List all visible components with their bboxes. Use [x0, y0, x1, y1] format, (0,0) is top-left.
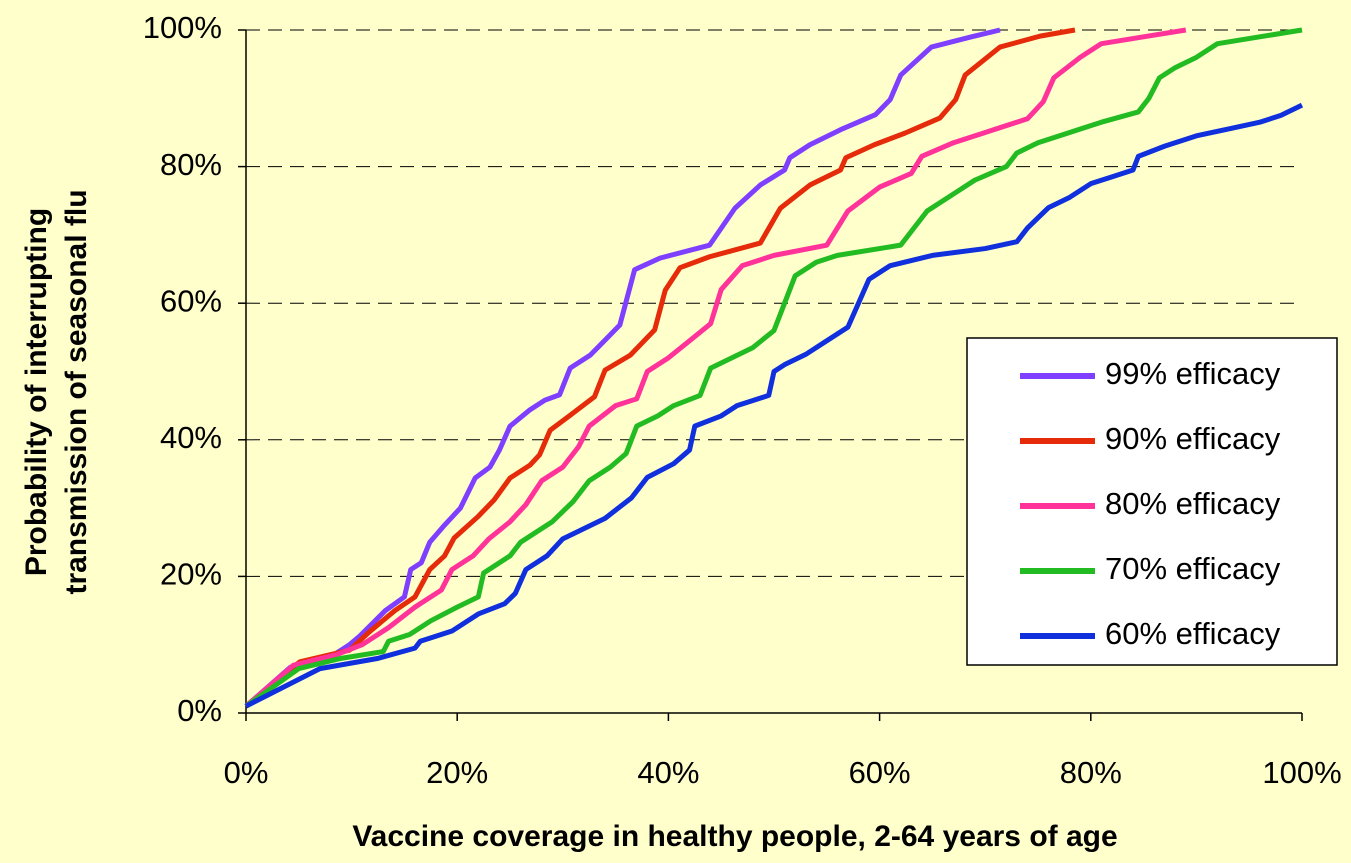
series-line — [244, 27, 1001, 709]
x-tick-label: 100% — [1262, 755, 1341, 790]
series-line — [244, 102, 1304, 709]
series-line — [244, 27, 1187, 709]
legend-label: 90% efficacy — [1105, 421, 1281, 456]
y-tick-label: 40% — [160, 420, 222, 455]
x-tick-label: 0% — [224, 755, 269, 790]
x-axis-title: Vaccine coverage in healthy people, 2-64… — [352, 820, 1117, 853]
series-line — [244, 27, 1303, 709]
y-tick-label: 100% — [143, 10, 222, 45]
legend-label: 80% efficacy — [1105, 486, 1281, 521]
y-tick-label: 20% — [160, 557, 222, 592]
x-tick-label: 60% — [849, 755, 911, 790]
y-axis-title: Probability of interrupting — [20, 208, 53, 576]
y-axis-title: transmission of seasonal flu — [60, 189, 93, 594]
legend-label: 70% efficacy — [1105, 551, 1281, 586]
x-tick-label: 20% — [426, 755, 488, 790]
legend-label: 99% efficacy — [1105, 356, 1281, 391]
x-tick-label: 40% — [637, 755, 699, 790]
y-tick-label: 60% — [160, 283, 222, 318]
series-line — [244, 27, 1076, 709]
x-tick-label: 80% — [1060, 755, 1122, 790]
legend-box — [966, 337, 1338, 666]
y-tick-label: 0% — [177, 693, 222, 728]
y-tick-label: 80% — [160, 147, 222, 182]
legend-label: 60% efficacy — [1105, 616, 1281, 651]
